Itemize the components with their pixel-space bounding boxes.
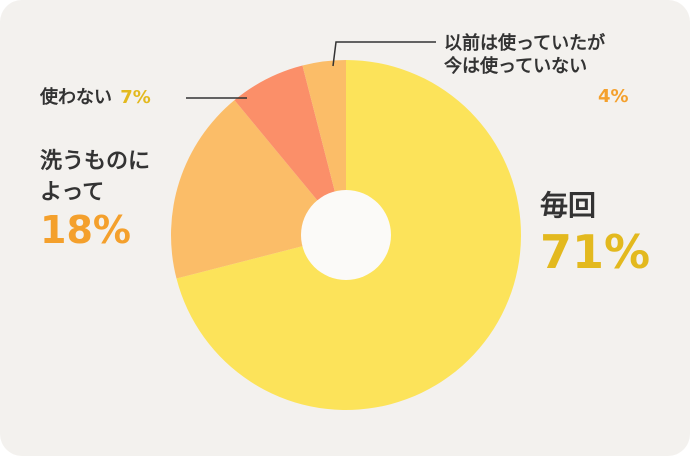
label-every-time: 毎回	[540, 189, 597, 222]
leader-line-used-before	[332, 41, 436, 67]
value-every-time: 71%	[540, 225, 651, 279]
donut-center	[301, 190, 391, 280]
label-group-dont-use: 使わない 7%	[40, 87, 151, 110]
value-used-before: 4%	[598, 86, 629, 107]
slice-dont-use	[234, 65, 346, 235]
label-group-every-time: 毎回 71%	[540, 188, 650, 278]
label-used-before: 以前は使っていたが 今は使っていない	[444, 33, 606, 78]
label-depends: 洗うものに よって	[40, 149, 151, 206]
label-group-used-before: 以前は使っていたが 今は使っていない	[444, 32, 605, 79]
slice-used-before	[302, 60, 346, 235]
label-group-depends: 洗うものに よって 18%	[40, 146, 150, 252]
value-depends: 18%	[40, 208, 131, 253]
label-dont-use: 使わない	[40, 87, 112, 108]
value-dont-use: 7%	[120, 87, 151, 108]
